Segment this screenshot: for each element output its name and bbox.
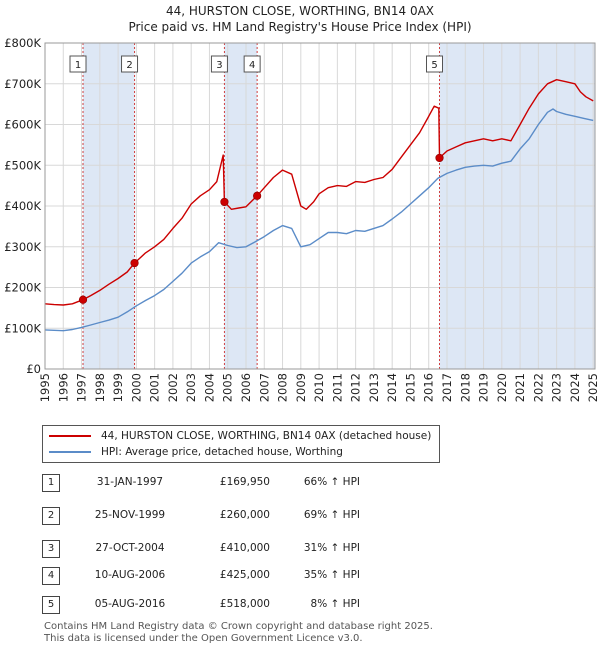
transaction-date: 27-OCT-2004 (95, 542, 165, 554)
x-tick-label: 2012 (349, 373, 363, 402)
plot-frame (44, 42, 596, 370)
x-tick-label: 2019 (477, 373, 491, 402)
x-tick-label: 1997 (75, 373, 89, 402)
y-tick-label: £300K (4, 240, 41, 254)
x-tick-label: 2016 (422, 373, 436, 402)
legend-label-hpi: HPI: Average price, detached house, Wort… (101, 446, 343, 458)
x-tick-label: 2022 (531, 373, 545, 402)
transaction-number: 2 (42, 507, 60, 525)
x-tick-label: 2010 (312, 373, 326, 402)
table-row: 1 31-JAN-1997 £169,950 66% ↑ HPI (40, 474, 560, 494)
y-tick-label: £400K (4, 199, 41, 213)
footer-copyright: Contains HM Land Registry data © Crown c… (44, 621, 433, 632)
transaction-date: 31-JAN-1997 (96, 476, 164, 488)
x-tick-label: 2018 (458, 373, 472, 402)
x-tick-label: 2021 (513, 373, 527, 402)
x-tick-label: 2017 (440, 373, 454, 402)
transaction-date: 05-AUG-2016 (94, 598, 166, 610)
transaction-hpi: 69% ↑ HPI (303, 509, 360, 521)
y-tick-label: £800K (4, 36, 41, 50)
x-tick-label: 2011 (330, 373, 344, 402)
table-row: 4 10-AUG-2006 £425,000 35% ↑ HPI (40, 567, 560, 587)
sale-point (130, 258, 139, 268)
sale-point (78, 295, 88, 304)
x-tick-label: 2014 (385, 373, 399, 402)
transaction-price: £425,000 (219, 569, 270, 581)
x-tick-label: 2001 (148, 373, 162, 402)
transaction-number: 4 (42, 567, 60, 585)
transaction-label-number: 1 (75, 60, 81, 71)
y-tick-label: £700K (4, 77, 41, 91)
transaction-label-number: 3 (216, 60, 222, 71)
transaction-label-number: 4 (249, 60, 255, 71)
x-tick-label: 2008 (276, 373, 290, 402)
transaction-number: 1 (42, 474, 60, 492)
property-price-line (44, 79, 594, 306)
x-tick-label: 2009 (294, 373, 308, 402)
transaction-number: 3 (42, 540, 60, 558)
transaction-price: £169,950 (219, 476, 270, 488)
x-tick-label: 2002 (166, 373, 180, 402)
x-tick-label: 2024 (568, 373, 582, 402)
transaction-label-number: 5 (431, 60, 437, 71)
transaction-price: £410,000 (219, 542, 270, 554)
sale-point (220, 197, 229, 207)
x-tick-label: 1998 (93, 373, 107, 402)
transaction-label-box (69, 55, 87, 73)
x-tick-label: 2015 (403, 373, 417, 402)
x-tick-label: 1999 (111, 373, 125, 402)
x-tick-label: 1996 (56, 373, 70, 402)
legend-swatch-property (49, 435, 91, 437)
y-tick-label: £0 (26, 362, 41, 376)
transaction-label-box (243, 55, 261, 73)
transaction-hpi: 31% ↑ HPI (303, 542, 360, 554)
transaction-label-box (426, 55, 444, 73)
legend-label-property: 44, HURSTON CLOSE, WORTHING, BN14 0AX (d… (101, 430, 432, 442)
transaction-date: 25-NOV-1999 (94, 509, 166, 521)
legend: 44, HURSTON CLOSE, WORTHING, BN14 0AX (d… (42, 425, 440, 463)
footer: Contains HM Land Registry data © Crown c… (44, 621, 433, 645)
x-tick-label: 2006 (239, 373, 253, 402)
x-tick-label: 2013 (367, 373, 381, 402)
footer-licence: This data is licensed under the Open Gov… (44, 633, 363, 644)
y-tick-label: £600K (4, 118, 41, 132)
table-row: 5 05-AUG-2016 £518,000 8% ↑ HPI (40, 596, 560, 616)
transaction-label-box (121, 55, 139, 73)
table-row: 2 25-NOV-1999 £260,000 69% ↑ HPI (40, 507, 560, 527)
transaction-number: 5 (42, 596, 60, 614)
x-tick-label: 2025 (586, 373, 600, 402)
sale-point (253, 191, 262, 200)
x-tick-label: 2020 (495, 373, 509, 402)
y-tick-label: £100K (4, 321, 41, 335)
transaction-label-box (210, 55, 228, 73)
x-tick-label: 2007 (257, 373, 271, 402)
sale-point (435, 153, 444, 163)
transaction-price: £260,000 (219, 509, 270, 521)
y-tick-label: £200K (4, 281, 41, 295)
transaction-hpi: 35% ↑ HPI (303, 569, 360, 581)
chart-title: 44, HURSTON CLOSE, WORTHING, BN14 0AX (165, 4, 435, 18)
transaction-label-number: 2 (126, 60, 132, 71)
transaction-date: 10-AUG-2006 (94, 569, 166, 581)
price-chart: £0 £100K £200K £300K £400K £500K £600K £700K £80… (4, 36, 600, 402)
x-tick-label: 2000 (129, 373, 143, 402)
transaction-hpi: 66% ↑ HPI (303, 476, 360, 488)
transaction-price: £518,000 (219, 598, 270, 610)
x-tick-label: 2004 (202, 373, 216, 402)
legend-item-property: 44, HURSTON CLOSE, WORTHING, BN14 0AX (d… (49, 428, 431, 444)
x-tick-label: 2005 (221, 373, 235, 402)
chart-subtitle: Price paid vs. HM Land Registry's House … (128, 20, 472, 34)
legend-item-hpi: HPI: Average price, detached house, Wort… (49, 444, 343, 460)
transaction-hpi: 8% ↑ HPI (310, 598, 360, 610)
legend-swatch-hpi (49, 451, 91, 453)
y-tick-label: £500K (4, 158, 41, 172)
x-tick-label: 2003 (184, 373, 198, 402)
hpi-line (44, 108, 594, 332)
table-row: 3 27-OCT-2004 £410,000 31% ↑ HPI (40, 540, 560, 560)
x-tick-label: 1995 (38, 373, 52, 402)
x-tick-label: 2023 (550, 373, 564, 402)
